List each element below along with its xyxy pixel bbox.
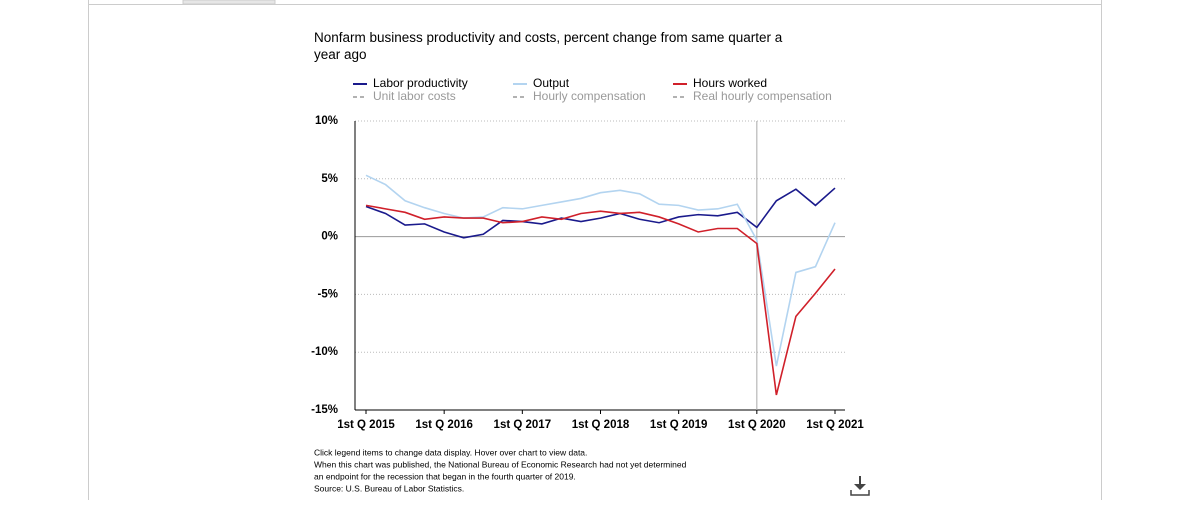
legend-label: Real hourly compensation — [693, 89, 832, 103]
legend-label: Output — [533, 76, 570, 90]
download-icon[interactable] — [850, 476, 870, 496]
y-tick-label: 10% — [315, 115, 338, 127]
legend-label: Hourly compensation — [533, 89, 646, 103]
y-tick-label: 0% — [321, 231, 338, 243]
y-tick-label: -5% — [318, 288, 338, 300]
chart-title: Nonfarm business productivity and costs,… — [314, 30, 783, 62]
x-tick-label: 1st Q 2018 — [572, 419, 630, 431]
footnote: an endpoint for the recession that began… — [314, 471, 576, 481]
title-line: year ago — [314, 47, 367, 62]
series-line — [365, 174, 836, 367]
x-tick-label: 1st Q 2017 — [494, 419, 552, 431]
x-tick-label: 1st Q 2021 — [806, 419, 864, 431]
legend-label: Hours worked — [693, 76, 767, 90]
footnote: Source: U.S. Bureau of Labor Statistics. — [314, 483, 464, 493]
series-line — [365, 187, 836, 239]
series-line — [365, 204, 836, 396]
x-tick-label: 1st Q 2016 — [415, 419, 473, 431]
y-tick-label: -10% — [311, 346, 338, 358]
title-line: Nonfarm business productivity and costs,… — [314, 30, 783, 45]
x-tick-label: 1st Q 2019 — [650, 419, 708, 431]
tab[interactable] — [182, 0, 276, 5]
footnote: Click legend items to change data displa… — [314, 447, 587, 457]
x-tick-label: 1st Q 2020 — [728, 419, 786, 431]
legend-label: Unit labor costs — [373, 89, 456, 103]
x-tick-label: 1st Q 2015 — [337, 419, 395, 431]
legend-label: Labor productivity — [373, 76, 468, 90]
footnote: When this chart was published, the Natio… — [314, 459, 687, 469]
y-tick-label: 5% — [321, 173, 338, 185]
y-tick-label: -15% — [311, 404, 338, 416]
